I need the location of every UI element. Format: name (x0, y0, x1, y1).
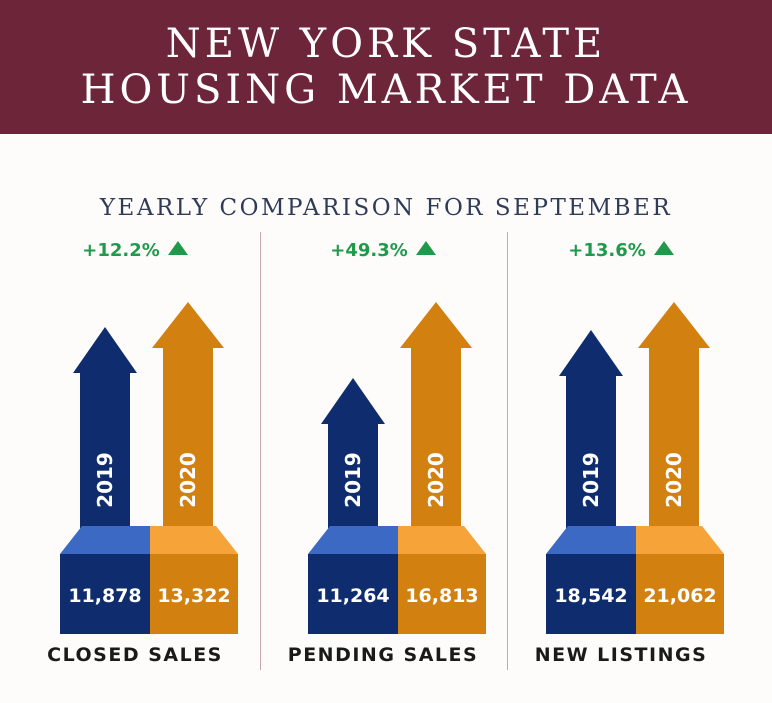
up-triangle-icon (167, 241, 188, 255)
base-top-2020 (398, 526, 486, 554)
panel-divider (507, 232, 508, 670)
panel-closed-sales: +12.2% 2019 2020 11,878 13,322 CLOSED SA… (10, 232, 260, 682)
value-label-2020: 16,813 (405, 585, 478, 607)
up-triangle-icon (415, 241, 436, 255)
year-label-2020: 2020 (176, 452, 200, 508)
change-value: +49.3% (330, 240, 408, 261)
metric-label: NEW LISTINGS (534, 644, 708, 666)
arrow-2019 (321, 378, 385, 532)
value-label-2019: 11,878 (68, 585, 141, 607)
change-badge: +49.3% (258, 240, 508, 261)
change-badge: +12.2% (10, 240, 260, 261)
panel-new-listings: +13.6% 2019 2020 18,542 21,062 NEW LISTI… (496, 232, 746, 682)
value-label-2020: 21,062 (643, 585, 716, 607)
base-top-2020 (150, 526, 238, 554)
panel-divider (260, 232, 261, 670)
change-value: +12.2% (82, 240, 160, 261)
base-front-2019 (546, 554, 636, 634)
page-subtitle: YEARLY COMPARISON FOR SEPTEMBER (99, 195, 673, 221)
chart-closed-sales: 2019 2020 11,878 13,322 (60, 302, 238, 634)
base-top-2019 (60, 526, 150, 554)
title-banner: NEW YORK STATE HOUSING MARKET DATA (0, 0, 772, 134)
year-label-2020: 2020 (424, 452, 448, 508)
metric-label: PENDING SALES (287, 644, 479, 666)
arrow-2019 (559, 330, 623, 532)
year-label-2019: 2019 (93, 452, 117, 508)
base-top-2019 (546, 526, 636, 554)
chart-new-listings: 2019 2020 18,542 21,062 (546, 302, 724, 634)
change-badge: +13.6% (496, 240, 746, 261)
page-title-line-2: HOUSING MARKET DATA (80, 67, 692, 113)
value-label-2019: 18,542 (554, 585, 627, 607)
arrow-2020 (152, 302, 224, 532)
base-front-2020 (636, 554, 724, 634)
base-front-2020 (398, 554, 486, 634)
base-top-2019 (308, 526, 398, 554)
up-triangle-icon (653, 241, 674, 255)
value-label-2019: 11,264 (316, 585, 389, 607)
arrow-2019 (73, 327, 137, 532)
year-label-2019: 2019 (341, 452, 365, 508)
year-label-2019: 2019 (579, 452, 603, 508)
year-label-2020: 2020 (662, 452, 686, 508)
metric-label: CLOSED SALES (47, 644, 223, 666)
chart-pending-sales: 2019 2020 11,264 16,813 (308, 302, 486, 634)
change-value: +13.6% (568, 240, 646, 261)
base-front-2019 (308, 554, 398, 634)
base-front-2019 (60, 554, 150, 634)
panel-pending-sales: +49.3% 2019 2020 11,264 16,813 PENDING S… (258, 232, 508, 682)
arrow-2020 (638, 302, 710, 532)
base-front-2020 (150, 554, 238, 634)
base-top-2020 (636, 526, 724, 554)
arrow-2020 (400, 302, 472, 532)
value-label-2020: 13,322 (157, 585, 230, 607)
page-title-line-1: NEW YORK STATE (165, 21, 607, 67)
